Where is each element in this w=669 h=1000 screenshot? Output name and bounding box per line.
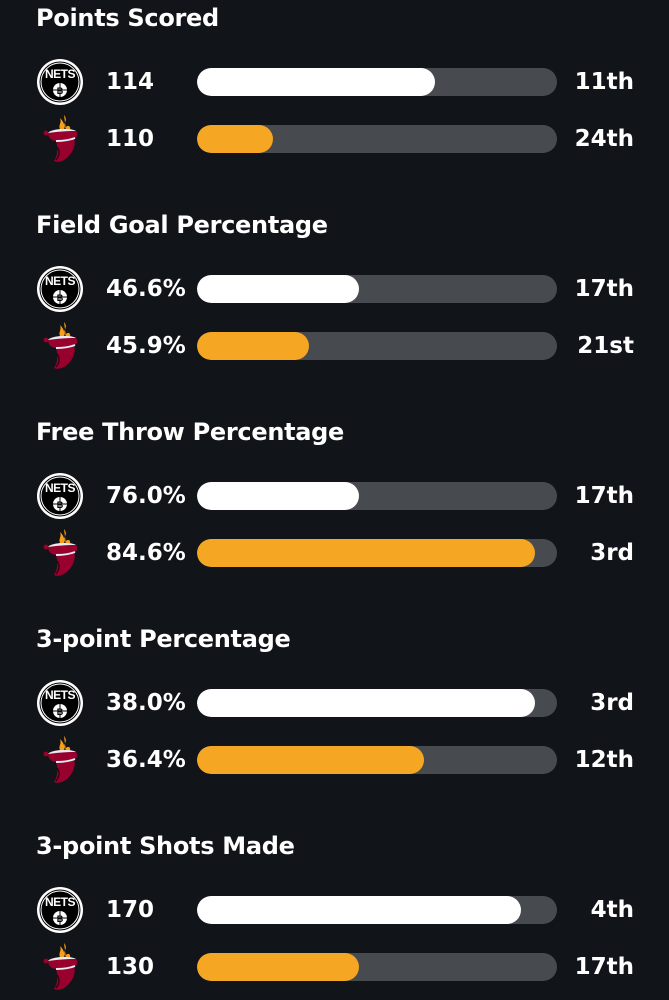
stat-bar-track xyxy=(197,539,557,567)
league-rank: 21st xyxy=(577,333,634,359)
stat-bar-track xyxy=(197,68,557,96)
svg-text:NETS: NETS xyxy=(45,274,76,288)
brooklyn-nets-logo-icon: NETS B xyxy=(34,54,86,110)
league-rank: 3rd xyxy=(590,690,634,716)
stat-bar-fill xyxy=(197,896,521,924)
league-rank: 17th xyxy=(574,954,634,980)
section-title: Field Goal Percentage xyxy=(36,211,328,239)
stat-bar-track xyxy=(197,953,557,981)
stat-bar-fill xyxy=(197,539,536,567)
league-rank: 24th xyxy=(574,126,634,152)
team-stat-value: 130 xyxy=(106,954,155,980)
svg-text:NETS: NETS xyxy=(45,895,76,909)
section-title: 3-point Percentage xyxy=(36,625,291,653)
stat-section-3-point-percentage: 3-point Percentage NETS B 38.0% 3rd 36.4… xyxy=(0,621,669,828)
stat-row-heat: 45.9% 21st xyxy=(0,318,669,374)
stat-section-3-point-shots-made: 3-point Shots Made NETS B 170 4th 130 17… xyxy=(0,828,669,1000)
stat-row-heat: 36.4% 12th xyxy=(0,732,669,788)
team-stat-value: 38.0% xyxy=(106,690,186,716)
section-title: Free Throw Percentage xyxy=(36,418,345,446)
stat-bar-fill xyxy=(197,746,424,774)
stat-bar-fill xyxy=(197,68,435,96)
league-rank: 11th xyxy=(574,69,634,95)
stat-row-nets: NETS B 170 4th xyxy=(0,882,669,938)
stat-bar-track xyxy=(197,896,557,924)
brooklyn-nets-logo-icon: NETS B xyxy=(34,468,86,524)
team-stat-value: 110 xyxy=(106,126,155,152)
brooklyn-nets-logo-icon: NETS B xyxy=(34,675,86,731)
brooklyn-nets-logo-icon: NETS B xyxy=(34,882,86,938)
stat-bar-track xyxy=(197,482,557,510)
stat-bar-fill xyxy=(197,275,359,303)
stat-bar-track xyxy=(197,746,557,774)
svg-text:NETS: NETS xyxy=(45,688,76,702)
stat-bar-fill xyxy=(197,953,359,981)
svg-text:B: B xyxy=(57,293,64,303)
stat-row-nets: NETS B 114 11th xyxy=(0,54,669,110)
team-stat-value: 84.6% xyxy=(106,540,186,566)
stat-row-nets: NETS B 38.0% 3rd xyxy=(0,675,669,731)
stat-row-heat: 110 24th xyxy=(0,111,669,167)
league-rank: 3rd xyxy=(590,540,634,566)
league-rank: 17th xyxy=(574,276,634,302)
team-stat-value: 114 xyxy=(106,69,155,95)
stat-bar-fill xyxy=(197,689,536,717)
league-rank: 12th xyxy=(574,747,634,773)
team-stat-value: 45.9% xyxy=(106,333,186,359)
svg-text:B: B xyxy=(57,707,64,717)
miami-heat-logo-icon xyxy=(34,525,86,581)
stat-bar-track xyxy=(197,125,557,153)
stat-row-nets: NETS B 76.0% 17th xyxy=(0,468,669,524)
league-rank: 17th xyxy=(574,483,634,509)
stat-section-field-goal-percentage: Field Goal Percentage NETS B 46.6% 17th … xyxy=(0,207,669,414)
team-stat-value: 36.4% xyxy=(106,747,186,773)
brooklyn-nets-logo-icon: NETS B xyxy=(34,261,86,317)
svg-text:B: B xyxy=(57,86,64,96)
stat-bar-track xyxy=(197,275,557,303)
stat-bar-fill xyxy=(197,482,359,510)
stat-row-heat: 130 17th xyxy=(0,939,669,995)
miami-heat-logo-icon xyxy=(34,939,86,995)
svg-text:B: B xyxy=(57,500,64,510)
section-title: 3-point Shots Made xyxy=(36,832,295,860)
stat-section-points-scored: Points Scored NETS B 114 11th 110 24th xyxy=(0,0,669,207)
section-title: Points Scored xyxy=(36,4,219,32)
stat-bar-fill xyxy=(197,332,309,360)
team-stat-value: 46.6% xyxy=(106,276,186,302)
svg-text:B: B xyxy=(57,914,64,924)
stat-bar-track xyxy=(197,689,557,717)
miami-heat-logo-icon xyxy=(34,111,86,167)
miami-heat-logo-icon xyxy=(34,318,86,374)
miami-heat-logo-icon xyxy=(34,732,86,788)
stat-row-heat: 84.6% 3rd xyxy=(0,525,669,581)
svg-text:NETS: NETS xyxy=(45,67,76,81)
league-rank: 4th xyxy=(590,897,634,923)
svg-text:NETS: NETS xyxy=(45,481,76,495)
team-stat-value: 76.0% xyxy=(106,483,186,509)
team-stat-value: 170 xyxy=(106,897,155,923)
stat-bar-track xyxy=(197,332,557,360)
stat-section-free-throw-percentage: Free Throw Percentage NETS B 76.0% 17th … xyxy=(0,414,669,621)
stat-bar-fill xyxy=(197,125,273,153)
stat-row-nets: NETS B 46.6% 17th xyxy=(0,261,669,317)
